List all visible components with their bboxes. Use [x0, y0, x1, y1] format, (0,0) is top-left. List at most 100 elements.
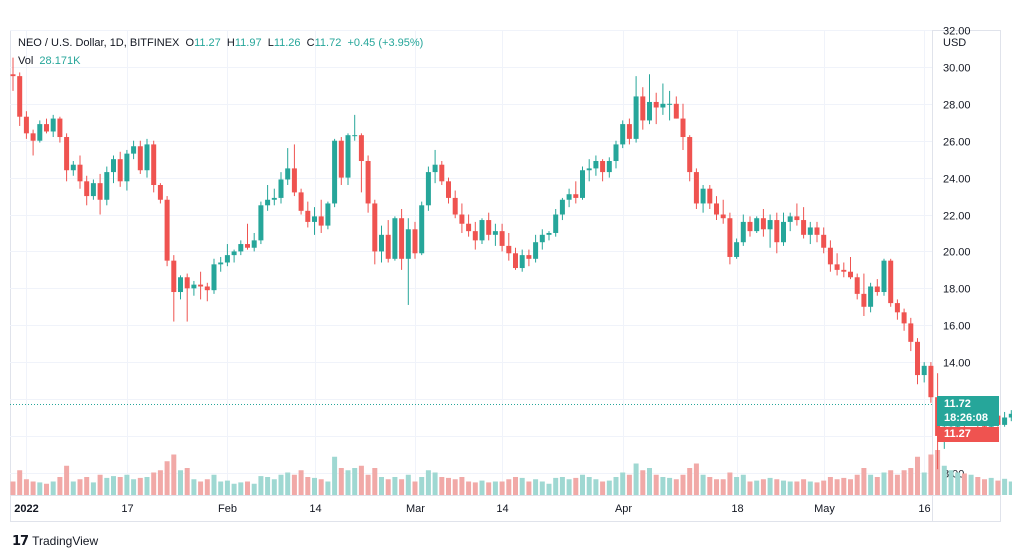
volume-bar	[854, 474, 860, 495]
volume-bar	[466, 481, 472, 495]
candle-body	[419, 205, 425, 254]
volume-bar	[1008, 481, 1012, 495]
volume-bar	[935, 450, 941, 495]
candle-body	[251, 240, 257, 248]
volume-bar	[245, 481, 250, 495]
volume-bar	[298, 470, 304, 495]
candle-body	[626, 124, 632, 139]
candle-body	[740, 221, 746, 243]
candle-body	[452, 197, 458, 215]
candle-body	[673, 103, 679, 119]
x-tick-label-2: Feb	[218, 503, 237, 515]
y-tick-label-9: 26.00	[943, 137, 971, 149]
volume-bar	[345, 470, 351, 495]
candle-body	[801, 220, 807, 235]
volume-bar	[982, 479, 987, 495]
candle-body	[720, 214, 726, 219]
volume-bar	[640, 470, 646, 495]
candle-body	[392, 218, 398, 259]
candle-body	[151, 144, 157, 185]
candle-body	[868, 286, 874, 307]
candle-body	[446, 181, 451, 198]
x-tick-label-5: 14	[496, 503, 508, 515]
candle-body	[707, 188, 713, 204]
candle-body	[157, 185, 163, 200]
candle-body	[84, 181, 90, 197]
candle-body	[921, 365, 927, 376]
x-tick-label-9: 16	[918, 503, 930, 515]
volume-bar	[714, 479, 719, 495]
candle-body	[901, 312, 907, 324]
volume-bar	[231, 483, 237, 495]
y-tick-label-6: 20.00	[943, 247, 971, 259]
candle-body	[10, 74, 16, 77]
volume-bar	[204, 479, 210, 495]
candle-body	[77, 164, 83, 182]
candle-body	[372, 203, 378, 252]
candle-body	[881, 260, 887, 293]
volume-bar	[1002, 478, 1008, 495]
candle-body	[1002, 417, 1008, 425]
candle-body	[379, 234, 384, 252]
candle-body	[131, 146, 137, 154]
volume-bar	[848, 479, 853, 495]
volume-bar	[251, 483, 257, 495]
candle-body	[164, 199, 170, 261]
volume-bar	[513, 477, 518, 495]
volume-bar	[626, 474, 632, 495]
candle-body	[111, 159, 116, 173]
tradingview-brand: TradingView	[32, 534, 99, 548]
candle-body	[580, 170, 585, 198]
candle-body	[680, 118, 686, 138]
candle-body	[539, 234, 545, 243]
volume-bar	[593, 479, 599, 495]
candle-body	[285, 168, 291, 180]
volume-bar	[955, 472, 961, 495]
volume-bar	[23, 479, 29, 495]
volume-bar	[901, 470, 907, 495]
volume-bar	[385, 479, 391, 495]
volume-bar	[412, 481, 418, 495]
candle-body	[734, 242, 740, 257]
volume-bar	[258, 476, 264, 495]
volume-bar	[894, 474, 900, 495]
volume-bar	[365, 474, 371, 495]
bar-countdown: 18:26:08	[944, 412, 989, 425]
volume-bar	[680, 474, 686, 495]
candle-body	[124, 153, 130, 182]
volume-bar	[613, 477, 619, 495]
x-tick-label-1: 17	[121, 503, 133, 515]
volume-bar	[318, 479, 324, 495]
volume-bar	[144, 477, 150, 495]
volume-bar	[50, 481, 56, 495]
volume-bar	[740, 474, 746, 495]
candle-body	[218, 262, 224, 265]
volume-bar	[479, 480, 485, 495]
tradingview-logo[interactable]: 𝟭𝟳 TradingView	[12, 533, 98, 549]
volume-bar	[687, 468, 693, 495]
volume-bar	[459, 477, 465, 495]
volume-bar	[573, 477, 579, 495]
volume-bar	[600, 481, 606, 495]
volume-bar	[184, 468, 190, 495]
open-price-tag: 11.27	[937, 427, 999, 443]
candle-body	[861, 293, 867, 307]
volume-legend: Vol 28.171K	[18, 55, 80, 67]
candle-body	[184, 277, 190, 289]
candle-body	[566, 194, 572, 200]
volume-bar	[325, 481, 331, 495]
volume-bar	[660, 477, 666, 495]
volume-bar	[700, 474, 706, 495]
chart-legend: NEO / U.S. Dollar, 1D, BITFINEX O11.27 H…	[18, 37, 423, 49]
volume-bar	[439, 477, 445, 495]
volume-bar	[57, 477, 63, 495]
volume-bar	[620, 472, 626, 495]
candle-body	[827, 247, 833, 265]
y-tick-label-7: 22.00	[943, 211, 971, 223]
volume-bar	[908, 468, 914, 495]
legend-open-label: O	[185, 37, 195, 49]
candle-body	[633, 96, 639, 139]
volume-bar	[111, 476, 116, 495]
candle-body	[405, 229, 411, 259]
